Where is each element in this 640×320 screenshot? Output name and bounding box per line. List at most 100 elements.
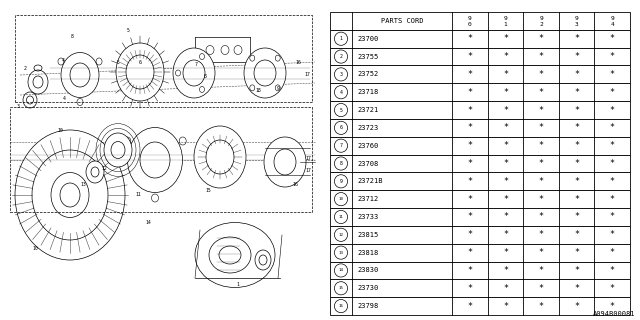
Text: 1: 1 <box>504 22 508 27</box>
Text: *: * <box>467 248 472 257</box>
Text: *: * <box>610 34 614 43</box>
Text: 16: 16 <box>295 60 301 66</box>
Bar <box>330 208 630 226</box>
Ellipse shape <box>15 130 125 260</box>
Text: 9: 9 <box>340 179 342 184</box>
Text: *: * <box>467 106 472 115</box>
Bar <box>330 137 630 155</box>
Text: 15: 15 <box>339 286 344 290</box>
Text: 1: 1 <box>340 36 342 41</box>
Text: 13: 13 <box>339 251 344 255</box>
Text: 9: 9 <box>539 16 543 21</box>
Text: *: * <box>503 230 508 239</box>
Text: 5: 5 <box>116 60 120 65</box>
Text: 9: 9 <box>276 85 280 91</box>
Text: *: * <box>574 266 579 275</box>
Text: *: * <box>538 88 543 97</box>
Text: *: * <box>538 52 543 61</box>
Text: 23755: 23755 <box>357 53 378 60</box>
Bar <box>330 155 630 172</box>
Bar <box>330 297 630 315</box>
Text: *: * <box>574 70 579 79</box>
Ellipse shape <box>194 126 246 188</box>
Text: 23830: 23830 <box>357 268 378 274</box>
Text: *: * <box>610 212 614 221</box>
Text: 23721B: 23721B <box>357 178 383 184</box>
Text: 3: 3 <box>575 22 579 27</box>
Text: *: * <box>467 88 472 97</box>
Text: 2: 2 <box>539 22 543 27</box>
Text: 15: 15 <box>205 188 211 193</box>
Text: *: * <box>610 159 614 168</box>
Text: *: * <box>503 195 508 204</box>
Ellipse shape <box>173 48 215 98</box>
Text: *: * <box>538 106 543 115</box>
Text: 16: 16 <box>292 182 298 188</box>
Bar <box>330 244 630 261</box>
Text: 23721: 23721 <box>357 107 378 113</box>
Bar <box>330 279 630 297</box>
Text: *: * <box>610 141 614 150</box>
Text: *: * <box>538 70 543 79</box>
Ellipse shape <box>86 161 104 183</box>
Bar <box>330 172 630 190</box>
Text: *: * <box>467 284 472 293</box>
Text: *: * <box>574 52 579 61</box>
Text: 2: 2 <box>340 54 342 59</box>
Text: 4: 4 <box>611 22 614 27</box>
Text: *: * <box>467 70 472 79</box>
Text: *: * <box>574 141 579 150</box>
Text: 18: 18 <box>255 87 260 92</box>
Text: *: * <box>503 177 508 186</box>
Bar <box>330 190 630 208</box>
Text: PARTS CORD: PARTS CORD <box>381 18 423 24</box>
Text: *: * <box>574 106 579 115</box>
Text: *: * <box>538 159 543 168</box>
Text: 3: 3 <box>17 105 19 109</box>
Text: 9: 9 <box>575 16 579 21</box>
Bar <box>330 30 630 48</box>
Text: *: * <box>503 159 508 168</box>
Text: 0: 0 <box>468 22 472 27</box>
Text: *: * <box>610 301 614 311</box>
Text: 23723: 23723 <box>357 125 378 131</box>
Text: *: * <box>538 123 543 132</box>
Text: 4: 4 <box>61 58 65 62</box>
Text: 11: 11 <box>135 193 141 197</box>
Bar <box>330 12 630 30</box>
Text: *: * <box>610 106 614 115</box>
Text: *: * <box>503 106 508 115</box>
Text: 12: 12 <box>101 165 107 171</box>
Text: 7: 7 <box>340 143 342 148</box>
Text: *: * <box>503 52 508 61</box>
Text: *: * <box>503 34 508 43</box>
Ellipse shape <box>127 127 182 193</box>
Text: *: * <box>574 34 579 43</box>
Text: 12: 12 <box>339 233 344 237</box>
Text: *: * <box>503 123 508 132</box>
Text: 13: 13 <box>80 182 86 188</box>
Ellipse shape <box>116 43 164 101</box>
Text: 14: 14 <box>339 268 344 272</box>
Text: *: * <box>467 301 472 311</box>
Text: *: * <box>467 52 472 61</box>
Ellipse shape <box>61 52 99 98</box>
Text: *: * <box>574 88 579 97</box>
Ellipse shape <box>244 48 286 98</box>
Ellipse shape <box>104 133 132 167</box>
Bar <box>330 101 630 119</box>
Text: *: * <box>467 195 472 204</box>
Text: 23818: 23818 <box>357 250 378 256</box>
Text: 10: 10 <box>32 245 38 251</box>
Text: *: * <box>467 230 472 239</box>
Text: 2: 2 <box>24 66 26 70</box>
Text: *: * <box>574 301 579 311</box>
Text: *: * <box>503 266 508 275</box>
Text: 23700: 23700 <box>357 36 378 42</box>
Text: 23760: 23760 <box>357 143 378 149</box>
Text: *: * <box>538 195 543 204</box>
Text: *: * <box>503 70 508 79</box>
Bar <box>330 119 630 137</box>
Text: *: * <box>610 123 614 132</box>
Text: 9: 9 <box>504 16 508 21</box>
